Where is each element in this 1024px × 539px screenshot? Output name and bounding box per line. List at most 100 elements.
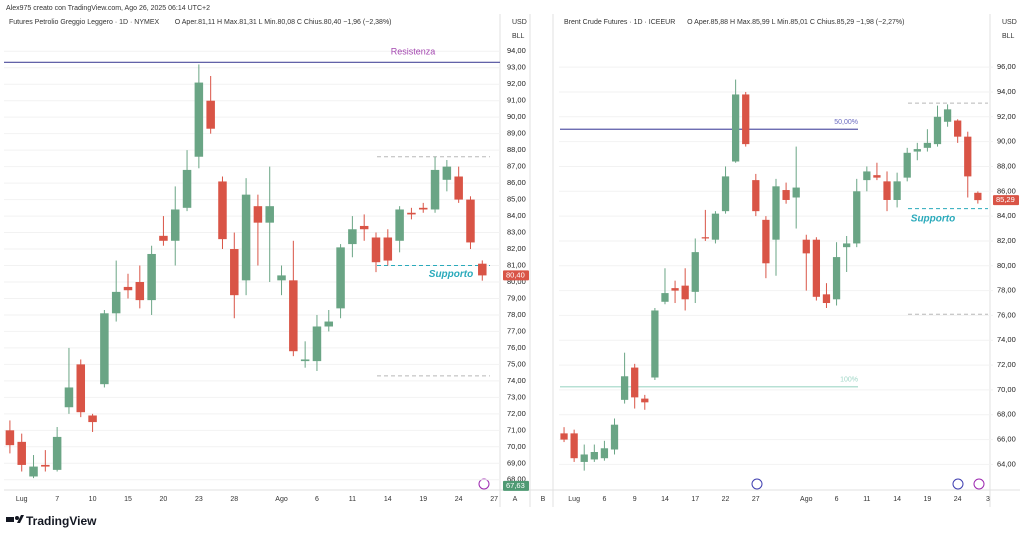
- y-tick-label: 64,00: [997, 459, 1016, 468]
- candle-body: [671, 288, 679, 291]
- candle-body: [111, 291, 121, 314]
- candle-body: [76, 364, 86, 413]
- ohlc-readout: O Aper.85,88 H Max.85,99 L Min.85,01 C C…: [687, 19, 904, 26]
- x-tick-label: 14: [893, 496, 901, 503]
- price-tag: [503, 480, 529, 491]
- candle-body: [762, 219, 770, 264]
- candle-body: [641, 398, 649, 403]
- candle-body: [812, 239, 821, 297]
- ohlc-readout: O Aper.81,11 H Max.81,31 L Min.80,08 C C…: [175, 19, 392, 26]
- level-label: Supporto: [429, 269, 473, 280]
- x-tick-label: 3: [986, 496, 990, 503]
- page-header: Alex975 creato con TradingView.com, Ago …: [6, 5, 210, 12]
- candle-body: [64, 387, 74, 408]
- x-tick-label: 27: [752, 496, 760, 503]
- candle-body: [792, 187, 800, 198]
- candle-body: [289, 280, 298, 352]
- level-label: 100%: [840, 377, 858, 384]
- candle-body: [661, 293, 669, 302]
- y-tick-label: 96,00: [997, 62, 1016, 71]
- x-tick-label: 24: [954, 496, 962, 503]
- y-tick-label: 75,00: [507, 359, 526, 368]
- candle-body: [218, 181, 227, 240]
- scale-button[interactable]: A: [513, 496, 518, 503]
- candle-body: [721, 176, 730, 212]
- candle-body: [206, 100, 215, 129]
- candle-body: [265, 206, 274, 223]
- candle-body: [782, 190, 790, 200]
- candle-body: [194, 82, 204, 157]
- logo-mark: [15, 516, 19, 520]
- event-icon[interactable]: [478, 478, 490, 490]
- candle-body: [88, 415, 97, 423]
- y-tick-label: 81,00: [507, 260, 526, 269]
- candle-body: [843, 243, 851, 248]
- event-icon[interactable]: [952, 478, 964, 490]
- candle-body: [253, 206, 263, 223]
- x-tick-label: 6: [602, 496, 606, 503]
- y-tick-label: 85,00: [507, 195, 526, 204]
- event-icon[interactable]: [973, 478, 985, 490]
- scale-button[interactable]: B: [541, 496, 546, 503]
- candle-body: [41, 464, 50, 467]
- candle-body: [442, 166, 452, 180]
- x-tick-label: Lug: [16, 496, 28, 503]
- y-tick-label: 73,00: [507, 392, 526, 401]
- candle-body: [873, 175, 881, 178]
- x-tick-label: 27: [490, 496, 498, 503]
- y-tick-label: 72,00: [507, 409, 526, 418]
- candle-body: [620, 376, 629, 400]
- x-tick-label: Ago: [800, 496, 813, 503]
- y-tick-label: 94,00: [997, 87, 1016, 96]
- y-tick-label: 91,00: [507, 96, 526, 105]
- x-tick-label: 22: [722, 496, 730, 503]
- candle-body: [923, 142, 932, 148]
- y-tick-label: 71,00: [507, 425, 526, 434]
- candle-body: [883, 181, 891, 200]
- candle-body: [277, 275, 286, 281]
- y-tick-label: 80,00: [997, 261, 1016, 270]
- level-label: 50,00%: [834, 119, 858, 126]
- y-tick-label: 84,00: [507, 211, 526, 220]
- candle-body: [964, 136, 972, 177]
- candle-body: [312, 326, 322, 362]
- event-icon[interactable]: [751, 478, 763, 490]
- y-tick-label: 80,00: [507, 277, 526, 286]
- candle-body: [17, 441, 26, 465]
- candle-body: [913, 149, 921, 152]
- x-tick-label: 15: [124, 496, 132, 503]
- candle-body: [454, 176, 463, 200]
- candle-body: [5, 430, 15, 446]
- candle-body: [418, 207, 428, 210]
- candle-body: [590, 451, 598, 460]
- candle-body: [600, 448, 609, 459]
- candle-body: [147, 253, 156, 301]
- candle-body: [383, 237, 393, 261]
- candle-body: [430, 169, 440, 210]
- x-tick-label: 19: [923, 496, 931, 503]
- y-tick-label: 94,00: [507, 46, 526, 55]
- candle-body: [943, 109, 952, 122]
- y-tick-label: 79,00: [507, 293, 526, 302]
- candle-body: [711, 213, 720, 240]
- y-tick-label: 93,00: [507, 63, 526, 72]
- y-tick-label: 84,00: [997, 211, 1016, 220]
- y-tick-label: 78,00: [507, 310, 526, 319]
- x-tick-label: 9: [633, 496, 637, 503]
- currency-label: USD: [512, 19, 527, 26]
- currency-label: USD: [1002, 19, 1017, 26]
- candle-body: [241, 194, 251, 281]
- y-tick-label: 68,00: [997, 410, 1016, 419]
- candle-body: [731, 94, 740, 162]
- logo-text: TradingView: [26, 514, 97, 528]
- candle-body: [954, 120, 962, 137]
- candle-body: [570, 433, 578, 459]
- x-tick-label: 28: [230, 496, 238, 503]
- y-tick-label: 76,00: [997, 310, 1016, 319]
- x-tick-label: 24: [455, 496, 463, 503]
- price-tag: [993, 195, 1019, 206]
- unit-label: BLL: [1002, 33, 1015, 40]
- x-tick-label: 11: [349, 496, 356, 503]
- y-tick-label: 68,00: [507, 475, 526, 484]
